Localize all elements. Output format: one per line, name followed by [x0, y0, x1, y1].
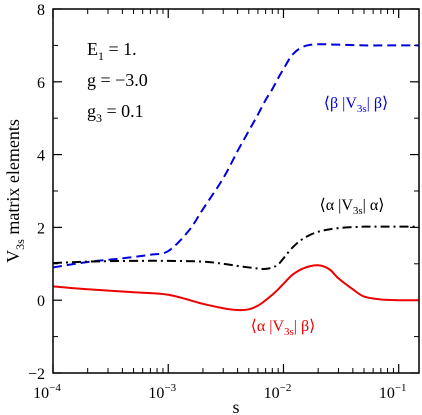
- series-label-pre: ⟨α |V: [320, 197, 354, 214]
- plot-frame: [52, 8, 420, 374]
- parameter-sub: 3: [96, 111, 102, 125]
- parameter-value: = 1.: [104, 39, 137, 59]
- y-tick-label: 4: [37, 148, 45, 165]
- parameter-value: = 0.1: [102, 101, 144, 121]
- x-tick-exponent: −4: [49, 382, 61, 394]
- series-label-0: ⟨β |V3s| β⟩: [324, 95, 389, 115]
- y-tick-label: −2: [28, 366, 45, 383]
- series-line-0: [52, 43, 419, 269]
- series-label-post: | α⟩: [363, 197, 385, 214]
- x-tick-exponent: −1: [395, 382, 407, 394]
- parameter-name: E: [87, 39, 98, 59]
- x-tick-label: 10−4: [33, 382, 61, 402]
- x-tick-base: 10: [264, 385, 280, 402]
- x-tick-base: 10: [33, 385, 49, 402]
- ticks-layer: [52, 8, 419, 374]
- series-label-sub: 3s: [353, 205, 363, 217]
- series-label-pre: ⟨β |V: [324, 95, 358, 112]
- series-label-pre: ⟨α |V: [251, 318, 285, 335]
- x-tick-base: 10: [379, 385, 395, 402]
- parameter-name: g: [87, 101, 96, 121]
- x-axis-label: s: [232, 397, 239, 415]
- y-tick-label: 2: [37, 220, 45, 237]
- x-tick-base: 10: [148, 385, 164, 402]
- series-label-1: ⟨α |V3s| α⟩: [320, 197, 385, 217]
- parameter-sub: 1: [98, 49, 104, 63]
- series-label-post: | β⟩: [367, 95, 389, 112]
- x-tick-exponent: −3: [164, 382, 176, 394]
- x-tick-label: 10−2: [264, 382, 292, 402]
- series-line-1: [52, 225, 419, 270]
- parameter-annotation: E1 = 1.: [87, 39, 137, 63]
- series-layer: [52, 43, 420, 312]
- parameter-annotation: g3 = 0.1: [87, 101, 144, 125]
- series-label-post: | β⟩: [294, 318, 316, 335]
- x-tick-label: 10−1: [379, 382, 407, 402]
- y-axis-label-sub: 3s: [13, 239, 27, 250]
- series-label-2: ⟨α |V3s| β⟩: [251, 318, 316, 338]
- y-tick-label: 8: [37, 2, 45, 19]
- y-tick-label: 6: [37, 75, 45, 92]
- x-tick-label: 10−3: [148, 382, 176, 402]
- y-axis-label-rest: matrix elements: [3, 119, 23, 239]
- series-line-2: [52, 264, 420, 312]
- parameter-name: g: [87, 70, 96, 90]
- series-label-sub: 3s: [357, 103, 367, 115]
- x-tick-exponent: −2: [280, 382, 292, 394]
- y-tick-label: 0: [37, 293, 45, 310]
- y-axis-label-main: V: [3, 250, 23, 263]
- y-axis-label: V3s matrix elements: [3, 119, 27, 263]
- parameter-value: = −3.0: [96, 70, 148, 90]
- parameter-annotation: g = −3.0: [87, 70, 148, 90]
- series-label-sub: 3s: [284, 326, 294, 338]
